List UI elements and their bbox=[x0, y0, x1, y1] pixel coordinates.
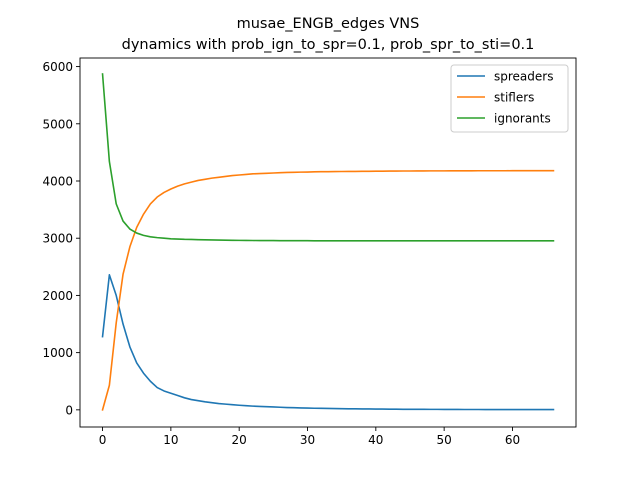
series-line-spreaders bbox=[101, 274, 555, 411]
x-tick-label: 0 bbox=[99, 433, 107, 447]
y-tick-label: 4000 bbox=[42, 175, 73, 189]
y-tick-label: 3000 bbox=[42, 232, 73, 246]
legend-label-spreaders: spreaders bbox=[494, 70, 553, 84]
chart-title: musae_ENGB_edges VNS bbox=[237, 16, 420, 32]
x-tick-label: 60 bbox=[505, 433, 520, 447]
y-tick-label: 2000 bbox=[42, 289, 73, 303]
y-tick-label: 0 bbox=[65, 403, 73, 417]
plot-area bbox=[101, 73, 555, 411]
y-tick-label: 6000 bbox=[42, 60, 73, 74]
series-line-ignorants bbox=[101, 73, 555, 242]
y-tick-label: 1000 bbox=[42, 346, 73, 360]
axes: 0 10 20 30 40 50 60 0 1000 2000 3000 4000 5000 6000 bbox=[42, 57, 577, 447]
x-tick-label: 10 bbox=[163, 433, 178, 447]
axes-frame bbox=[79, 57, 577, 428]
y-tick-label: 5000 bbox=[42, 117, 73, 131]
legend-box bbox=[450, 64, 569, 133]
chart-subtitle: dynamics with prob_ign_to_spr=0.1, prob_… bbox=[122, 37, 535, 53]
x-tick-label: 20 bbox=[232, 433, 247, 447]
x-tick-label: 40 bbox=[368, 433, 383, 447]
legend-label-stiflers: stiflers bbox=[494, 91, 534, 105]
legend-label-ignorants: ignorants bbox=[494, 112, 551, 126]
legend: spreaders stiflers ignorants bbox=[450, 64, 569, 133]
series-line-stiflers bbox=[101, 169, 555, 411]
x-tick-label: 30 bbox=[300, 433, 315, 447]
x-tick-label: 50 bbox=[437, 433, 452, 447]
